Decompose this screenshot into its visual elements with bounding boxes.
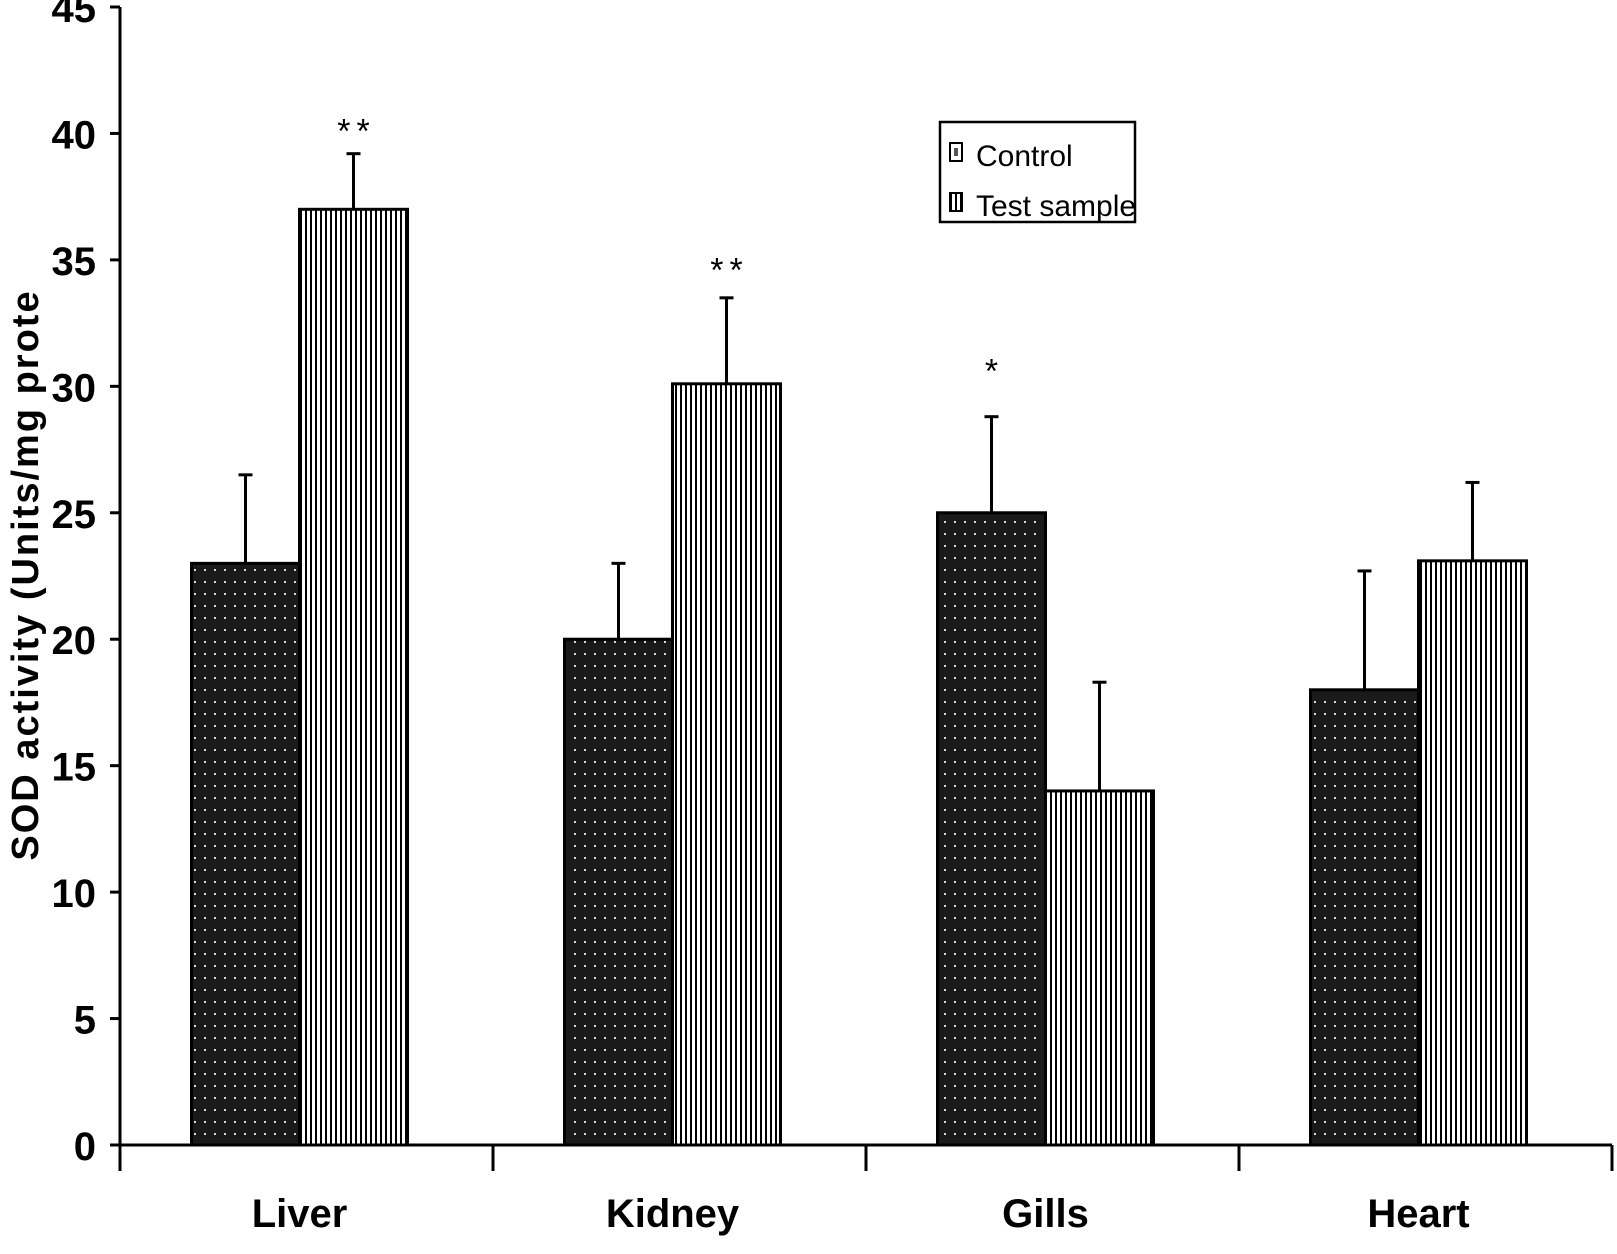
y-tick-label: 30 <box>52 366 97 410</box>
significance-marker: * <box>985 353 1004 391</box>
bar-test-sample-heart <box>1417 559 1528 1147</box>
y-tick-label: 0 <box>74 1125 96 1169</box>
bar-control-liver <box>190 561 301 1147</box>
significance-marker: ** <box>710 251 748 289</box>
legend-label-control: Control <box>976 140 1073 173</box>
bar-control-kidney <box>563 637 674 1147</box>
y-tick-label: 20 <box>52 619 97 663</box>
bar-control-gills <box>936 511 1047 1147</box>
category-label-liver: Liver <box>252 1192 348 1236</box>
bar-test-sample-gills <box>1044 789 1155 1147</box>
bar-control-heart <box>1309 688 1420 1147</box>
legend-swatch-test-sample <box>949 192 963 212</box>
y-tick-label: 15 <box>52 746 97 790</box>
category-label-heart: Heart <box>1367 1192 1469 1236</box>
y-tick-label: 10 <box>52 872 97 916</box>
y-tick-label: 25 <box>52 493 97 537</box>
y-tick-label: 35 <box>52 240 97 284</box>
y-tick-label: 5 <box>74 999 96 1043</box>
legend-label-test-sample: Test sample <box>976 190 1136 223</box>
category-label-gills: Gills <box>1002 1192 1089 1236</box>
bar-test-sample-kidney <box>671 382 782 1147</box>
y-tick-label: 45 <box>52 0 97 31</box>
legend-box <box>938 120 1137 224</box>
y-axis-title: SOD activity (Units/mg prote <box>5 289 47 860</box>
bar-test-sample-liver <box>298 207 409 1147</box>
legend-swatch-inner <box>954 148 958 156</box>
y-tick-label: 40 <box>52 113 97 157</box>
significance-marker: ** <box>337 112 375 150</box>
category-label-kidney: Kidney <box>606 1192 740 1236</box>
